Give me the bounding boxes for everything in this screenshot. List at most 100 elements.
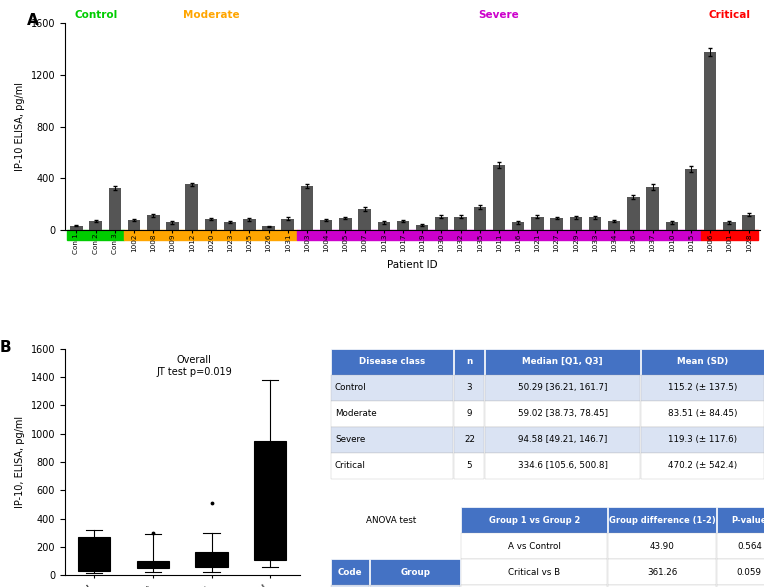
FancyBboxPatch shape: [461, 534, 607, 559]
Bar: [128, 220, 141, 230]
FancyBboxPatch shape: [717, 559, 764, 585]
Text: Group difference (1-2): Group difference (1-2): [609, 516, 716, 525]
Bar: [167, 222, 179, 230]
Bar: [570, 217, 582, 230]
Bar: [186, 184, 198, 230]
FancyBboxPatch shape: [455, 349, 484, 375]
Bar: [70, 225, 83, 230]
Bar: [665, 222, 678, 230]
Text: 334.6 [105.6, 500.8]: 334.6 [105.6, 500.8]: [518, 461, 607, 470]
PathPatch shape: [78, 537, 110, 571]
Text: 361.26: 361.26: [647, 568, 678, 577]
FancyBboxPatch shape: [484, 349, 640, 375]
Text: Moderate: Moderate: [183, 9, 239, 19]
Text: 0.059: 0.059: [736, 568, 762, 577]
Bar: [512, 222, 524, 230]
PathPatch shape: [196, 552, 228, 567]
FancyBboxPatch shape: [717, 585, 764, 587]
Bar: [358, 209, 371, 230]
Bar: [224, 222, 236, 230]
Text: P-value: P-value: [732, 516, 764, 525]
FancyBboxPatch shape: [455, 453, 484, 479]
Text: Critical: Critical: [708, 9, 750, 19]
FancyBboxPatch shape: [608, 585, 716, 587]
FancyBboxPatch shape: [608, 534, 716, 559]
PathPatch shape: [254, 441, 286, 560]
FancyBboxPatch shape: [641, 401, 764, 427]
FancyBboxPatch shape: [331, 585, 369, 587]
Bar: [701, 230, 758, 240]
Text: 43.90: 43.90: [650, 542, 675, 551]
FancyBboxPatch shape: [370, 585, 460, 587]
Text: 115.2 (± 137.5): 115.2 (± 137.5): [668, 383, 737, 392]
Bar: [125, 230, 297, 240]
FancyBboxPatch shape: [641, 427, 764, 453]
Text: B: B: [0, 339, 11, 355]
Text: Overall
JT test p=0.019: Overall JT test p=0.019: [156, 355, 231, 377]
FancyBboxPatch shape: [484, 453, 640, 479]
Bar: [262, 227, 275, 230]
Text: 83.51 (± 84.45): 83.51 (± 84.45): [668, 409, 737, 419]
Text: Control: Control: [335, 383, 367, 392]
Text: 9: 9: [467, 409, 472, 419]
Bar: [147, 215, 160, 230]
Bar: [550, 218, 563, 230]
Bar: [297, 230, 701, 240]
Text: 0.564: 0.564: [737, 542, 762, 551]
FancyBboxPatch shape: [331, 401, 453, 427]
Bar: [455, 217, 467, 230]
Bar: [531, 217, 544, 230]
FancyBboxPatch shape: [484, 401, 640, 427]
Bar: [320, 220, 332, 230]
Text: 59.02 [38.73, 78.45]: 59.02 [38.73, 78.45]: [518, 409, 608, 419]
Bar: [704, 52, 717, 230]
FancyBboxPatch shape: [717, 507, 764, 534]
FancyBboxPatch shape: [484, 375, 640, 401]
Text: 22: 22: [464, 436, 475, 444]
Bar: [243, 220, 255, 230]
FancyBboxPatch shape: [608, 559, 716, 585]
FancyBboxPatch shape: [461, 585, 607, 587]
Bar: [377, 222, 390, 230]
Text: 3: 3: [467, 383, 472, 392]
Bar: [685, 169, 698, 230]
FancyBboxPatch shape: [484, 427, 640, 453]
Text: Group: Group: [400, 568, 430, 577]
Text: ANOVA test: ANOVA test: [366, 516, 416, 525]
Text: 5: 5: [467, 461, 472, 470]
FancyBboxPatch shape: [455, 427, 484, 453]
FancyBboxPatch shape: [461, 507, 607, 534]
Bar: [608, 221, 620, 230]
Bar: [397, 221, 410, 230]
Bar: [589, 217, 601, 230]
FancyBboxPatch shape: [641, 349, 764, 375]
PathPatch shape: [137, 561, 169, 568]
FancyBboxPatch shape: [331, 375, 453, 401]
FancyBboxPatch shape: [331, 427, 453, 453]
Text: Critical: Critical: [335, 461, 366, 470]
Text: Group 1 vs Group 2: Group 1 vs Group 2: [489, 516, 580, 525]
FancyBboxPatch shape: [717, 534, 764, 559]
Y-axis label: IP-10 ELISA, pg/ml: IP-10 ELISA, pg/ml: [15, 82, 25, 171]
FancyBboxPatch shape: [331, 453, 453, 479]
Bar: [108, 188, 121, 230]
Text: Mean (SD): Mean (SD): [677, 357, 728, 366]
Bar: [89, 221, 102, 230]
Bar: [493, 165, 505, 230]
Bar: [743, 215, 755, 230]
FancyBboxPatch shape: [608, 507, 716, 534]
Text: Severe: Severe: [335, 436, 365, 444]
FancyBboxPatch shape: [455, 401, 484, 427]
X-axis label: Patient ID: Patient ID: [387, 260, 438, 270]
FancyBboxPatch shape: [331, 559, 369, 585]
Bar: [281, 218, 294, 230]
FancyBboxPatch shape: [455, 375, 484, 401]
Text: n: n: [466, 357, 473, 366]
FancyBboxPatch shape: [641, 453, 764, 479]
Bar: [435, 217, 448, 230]
Text: 50.29 [36.21, 161.7]: 50.29 [36.21, 161.7]: [518, 383, 607, 392]
Text: A vs Control: A vs Control: [508, 542, 561, 551]
Bar: [474, 207, 486, 230]
Y-axis label: IP-10, ELISA, pg/ml: IP-10, ELISA, pg/ml: [15, 416, 25, 508]
Text: Control: Control: [74, 9, 118, 19]
